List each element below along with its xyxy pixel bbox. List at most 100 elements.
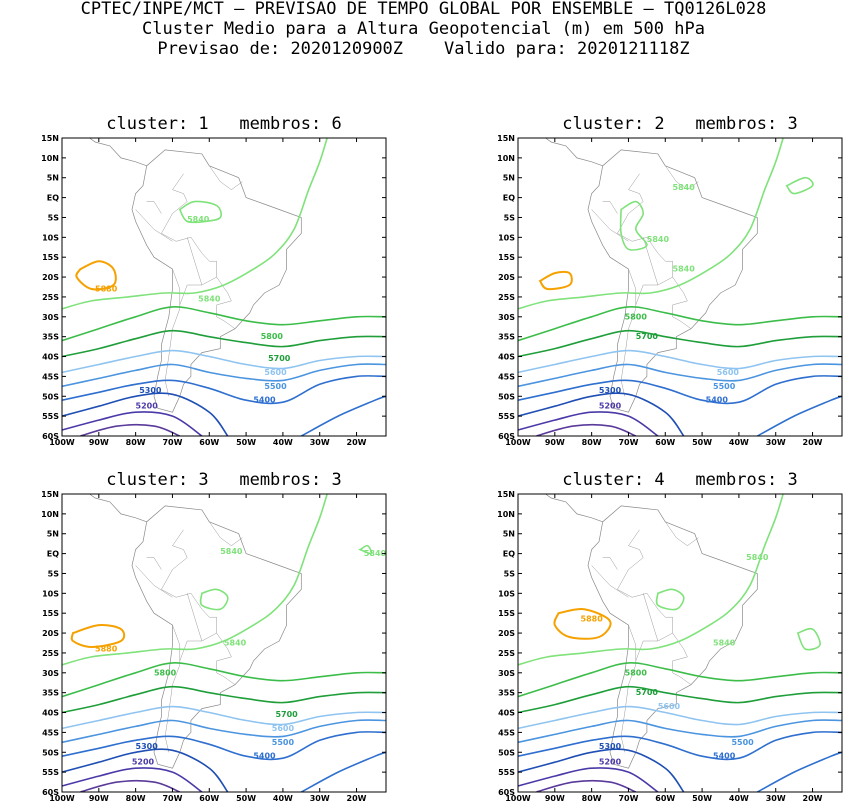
lat-tick-label: 20S [498, 273, 515, 282]
contour-line [756, 751, 842, 792]
contour-line [62, 685, 386, 714]
lat-tick-label: 25S [42, 293, 59, 302]
lon-tick-label: 50W [692, 438, 712, 447]
contour-label-5300: 5300 [139, 386, 162, 395]
panel-title: cluster: 4 membros: 3 [562, 470, 798, 490]
map-frame [517, 137, 843, 437]
contour-line [518, 705, 842, 730]
lon-tick-label: 20W [347, 794, 367, 803]
map-frame [61, 137, 387, 437]
map-frame [61, 493, 387, 793]
contour-line [518, 719, 842, 744]
closed-contour [796, 627, 821, 651]
lat-tick-label: 25S [42, 649, 59, 658]
contour-label-5800: 5800 [625, 668, 648, 677]
lat-tick-label: 10N [41, 510, 59, 519]
lon-tick-label: 40W [729, 438, 749, 447]
lon-tick-label: 30W [310, 438, 330, 447]
lon-tick-label: 20W [347, 438, 367, 447]
header-title-line-1: CPTEC/INPE/MCT – PREVISAO DE TEMPO GLOBA… [80, 0, 767, 19]
country-border [672, 276, 692, 329]
contour-line [536, 424, 637, 436]
contour-line [62, 662, 386, 698]
contour-line [62, 705, 386, 730]
lat-tick-label: 45S [42, 728, 59, 737]
contour-label-5500: 5500 [272, 738, 295, 747]
map-layer [62, 138, 386, 436]
contour-line [518, 329, 842, 358]
contour-line [518, 306, 842, 342]
lat-tick-label: 55S [498, 412, 515, 421]
lon-tick-label: 50W [692, 794, 712, 803]
closed-contour [358, 544, 373, 555]
lat-tick-label: 5S [504, 569, 516, 578]
map-layer [62, 494, 386, 792]
lat-tick-label: 35S [498, 333, 515, 342]
lon-tick-label: 90W [89, 438, 109, 447]
lon-tick-label: 50W [236, 438, 256, 447]
contour-label-5840: 5840 [187, 215, 210, 224]
lat-tick-label: 25S [498, 293, 515, 302]
lon-tick-label: 100W [49, 794, 75, 803]
country-border [617, 173, 673, 305]
contour-label-5840: 5840 [673, 265, 696, 274]
contour-label-5200: 5200 [136, 402, 159, 411]
lon-tick-label: 30W [310, 794, 330, 803]
lat-tick-label: 40S [498, 353, 515, 362]
lat-tick-label: 10S [498, 589, 515, 598]
contour-line [62, 349, 386, 374]
contour-label-5840: 5840 [224, 639, 247, 648]
lat-tick-label: 15N [497, 134, 515, 143]
country-border [146, 201, 162, 214]
country-border [591, 209, 629, 242]
lat-tick-label: 45S [42, 372, 59, 381]
lat-tick-label: 15S [42, 609, 59, 618]
closed-contour [70, 623, 126, 649]
contour-line [62, 392, 229, 436]
contour-label-5700: 5700 [275, 710, 298, 719]
lat-tick-label: 20S [42, 273, 59, 282]
contour-label-5700: 5700 [636, 332, 659, 341]
country-border [146, 557, 162, 570]
lat-tick-label: 5S [48, 213, 60, 222]
country-border [591, 565, 629, 598]
contour-label-5400: 5400 [706, 396, 729, 405]
lon-tick-label: 70W [162, 438, 182, 447]
lat-tick-label: 55S [42, 412, 59, 421]
panel-title: cluster: 3 membros: 3 [106, 470, 342, 490]
lon-tick-label: 40W [273, 438, 293, 447]
contour-label-5800: 5800 [625, 312, 648, 321]
lat-tick-label: 15N [497, 490, 515, 499]
lon-tick-label: 20W [803, 438, 823, 447]
contour-line [518, 363, 842, 388]
closed-contour [655, 588, 685, 611]
coastline [131, 505, 302, 769]
cluster-map-1: 5840 5880 5840 5800 5700 5600 5500 5400 5300 5200… [41, 134, 387, 447]
lat-tick-label: 40S [42, 353, 59, 362]
contour-label-5840: 5840 [220, 547, 243, 556]
lon-tick-label: 70W [618, 794, 638, 803]
contour-line [518, 685, 842, 714]
lat-tick-label: 55S [498, 768, 515, 777]
lon-tick-label: 100W [505, 438, 531, 447]
closed-contour [619, 200, 648, 251]
lat-tick-label: EQ [503, 550, 515, 559]
contour-line [756, 395, 842, 436]
contour-line [62, 306, 386, 342]
lat-tick-label: 5N [503, 530, 515, 539]
lon-tick-label: 80W [582, 794, 602, 803]
closed-contour [75, 260, 117, 291]
contour-label-5700: 5700 [268, 354, 291, 363]
lat-tick-label: 10N [41, 154, 59, 163]
contour-line [518, 748, 685, 792]
contour-line [62, 363, 386, 388]
lat-tick-label: EQ [503, 194, 515, 203]
lat-tick-label: 5N [503, 174, 515, 183]
lat-tick-label: 15N [41, 490, 59, 499]
contour-line [62, 494, 328, 666]
lat-tick-label: 50S [498, 748, 515, 757]
contour-line [62, 411, 203, 436]
contour-line [62, 731, 386, 761]
lat-tick-label: 40S [42, 709, 59, 718]
country-border [602, 557, 618, 570]
